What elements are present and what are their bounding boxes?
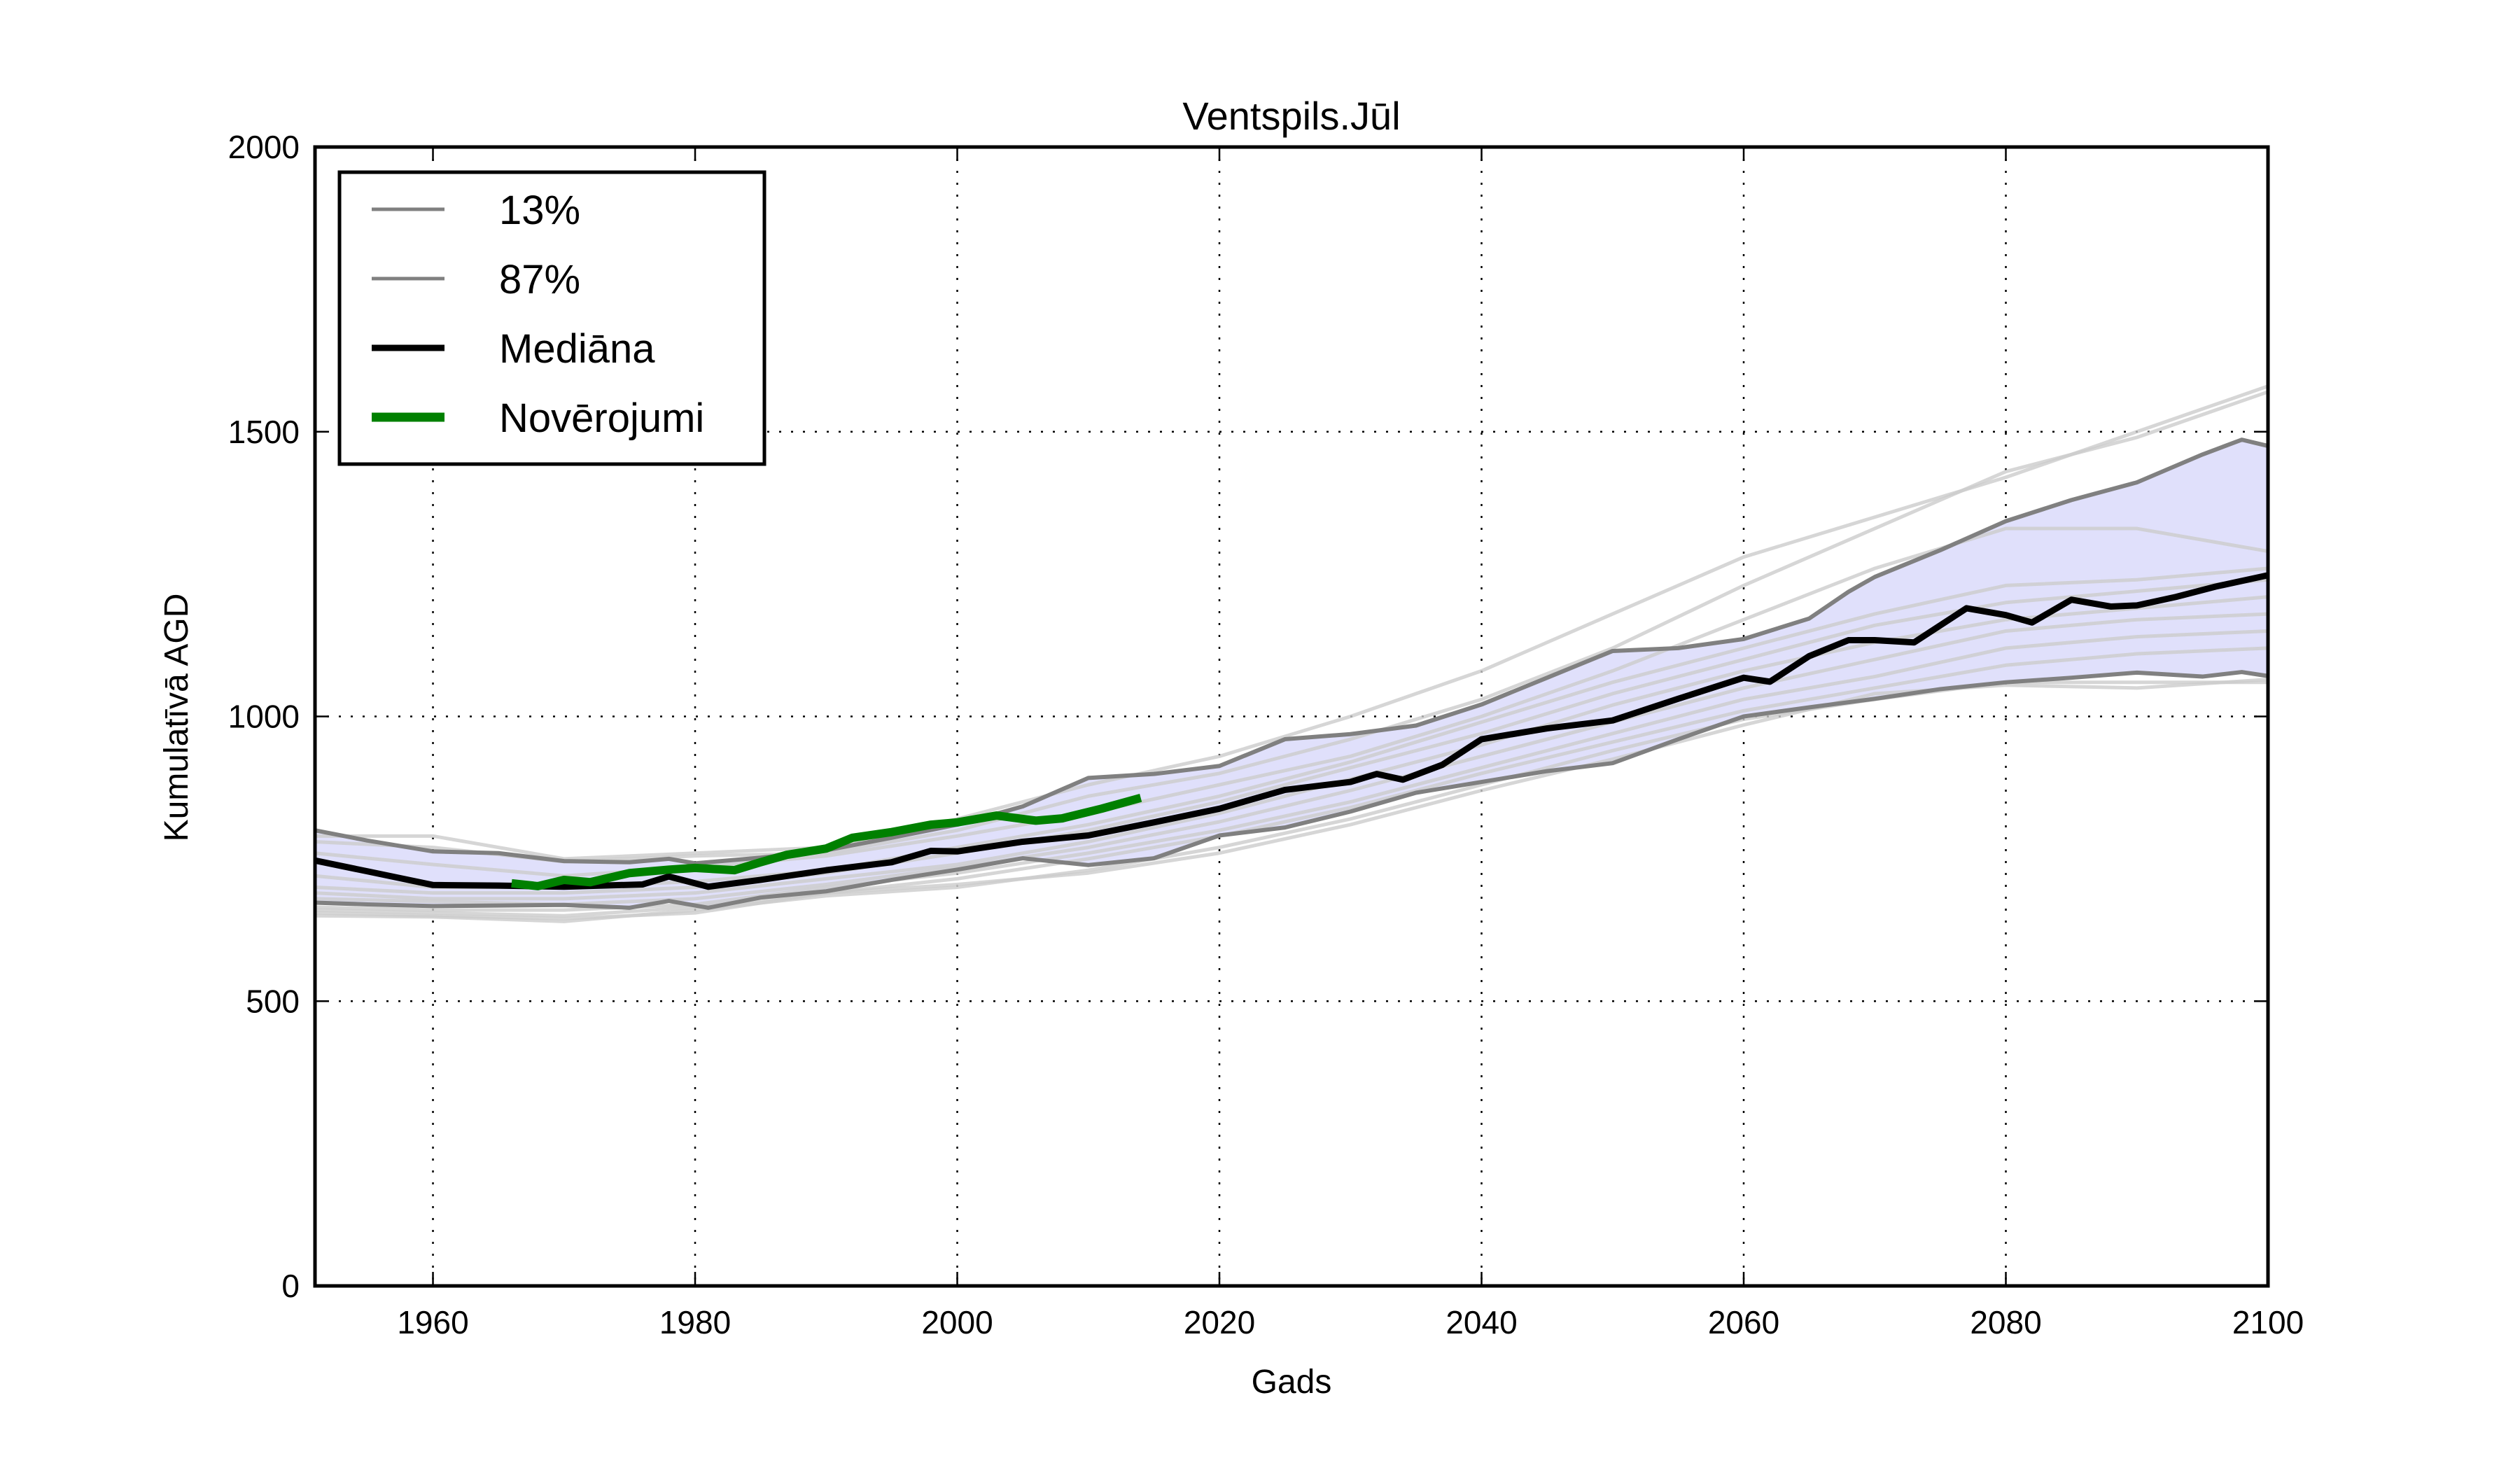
legend-label: 87% xyxy=(499,257,580,302)
y-tick-label: 1000 xyxy=(228,699,300,735)
y-tick-label: 0 xyxy=(281,1268,300,1304)
y-tick-label: 500 xyxy=(246,983,300,1019)
x-tick-label: 2000 xyxy=(921,1304,993,1340)
ensemble-line xyxy=(314,390,2269,864)
ensemble-line xyxy=(314,646,2269,918)
series-13-percent xyxy=(314,670,2269,910)
x-tick-label: 1960 xyxy=(397,1304,468,1340)
x-tick-label: 1980 xyxy=(659,1304,731,1340)
x-tick-labels: 1960 1980 2000 2020 2040 2060 2080 2100 xyxy=(397,1304,2304,1340)
ensemble-line xyxy=(314,612,2269,906)
x-tick-label: 2080 xyxy=(1970,1304,2041,1340)
legend-label: Mediāna xyxy=(499,326,655,372)
ensemble-layer xyxy=(314,384,2269,923)
y-tick-labels: 0 500 1000 1500 2000 xyxy=(228,129,300,1304)
legend: 13% 87% Mediāna Novērojumi xyxy=(337,170,766,466)
x-tick-label: 2060 xyxy=(1708,1304,1779,1340)
ensemble-line xyxy=(315,384,2269,861)
x-tick-label: 2040 xyxy=(1446,1304,1517,1340)
y-tick-label: 1500 xyxy=(228,414,300,450)
ticks xyxy=(315,146,2269,1287)
series-87-percent xyxy=(314,438,2269,866)
series-observations xyxy=(511,794,1142,890)
series-layer xyxy=(314,438,2269,910)
x-tick-label: 2100 xyxy=(2232,1304,2304,1340)
x-tick-label: 2020 xyxy=(1184,1304,1255,1340)
ensemble-line xyxy=(314,595,2269,901)
y-axis-label: Kumulatīvā AGD xyxy=(158,594,195,842)
y-tick-label: 2000 xyxy=(228,129,300,165)
ensemble-line xyxy=(314,578,2269,895)
legend-label: Novērojumi xyxy=(499,396,704,441)
x-axis-label: Gads xyxy=(1252,1364,1332,1401)
chart-title: Ventspils.Jūl xyxy=(1182,94,1400,138)
legend-label: 13% xyxy=(499,188,580,233)
grid xyxy=(315,147,2268,1286)
series-median xyxy=(314,572,2269,890)
